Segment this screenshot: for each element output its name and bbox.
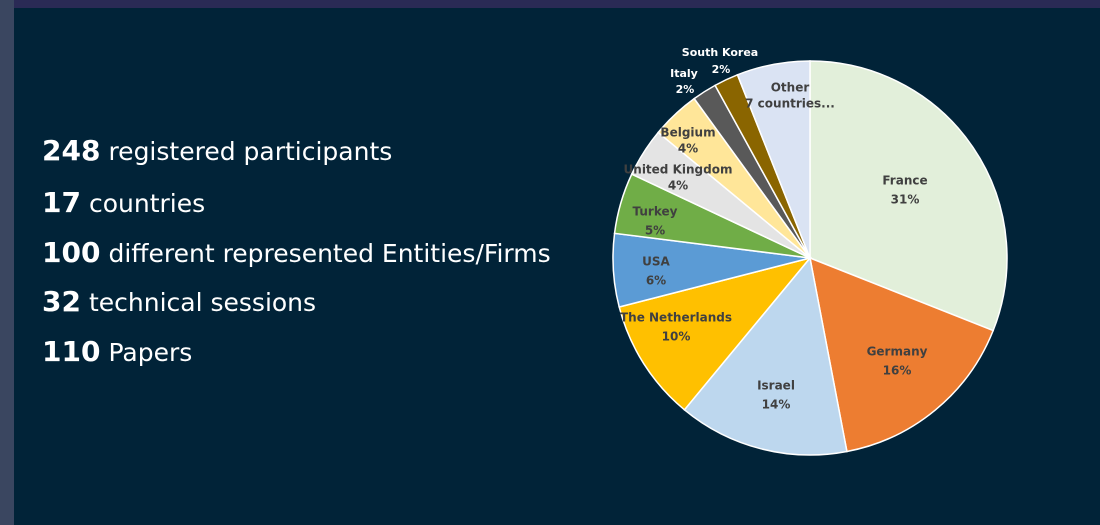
pie-slice (683, 256, 848, 456)
stat-line: 17 countries (42, 186, 205, 219)
photo-strip-top (0, 0, 1100, 8)
slice-value-label: 5% (645, 224, 665, 238)
stat-number: 32 (42, 285, 81, 318)
slice-value-label: 2% (712, 63, 731, 76)
stat-number: 17 (42, 186, 81, 219)
slice-value-label: 4% (668, 179, 688, 193)
pie-slice (809, 60, 1008, 332)
slice-value-label: 14% (762, 398, 791, 412)
slice-label: United Kingdom (624, 163, 733, 177)
stat-number: 248 (42, 134, 100, 167)
stat-line: 110 Papers (42, 335, 192, 368)
slice-label: France (882, 174, 927, 188)
slice-label: Germany (867, 345, 928, 359)
slice-label: Belgium (660, 126, 715, 140)
stat-text: technical sessions (89, 288, 316, 317)
slice-value-label: 16% (883, 364, 912, 378)
stat-text: countries (89, 189, 205, 218)
stats: 248 registered participants 17 countries 100… (42, 134, 551, 368)
stat-number: 100 (42, 236, 100, 269)
pie-slice (736, 60, 811, 259)
pie-slice (809, 256, 995, 453)
slice-label: South Korea (682, 46, 758, 59)
pie-slice (618, 256, 813, 411)
slice-label: Turkey (633, 205, 678, 219)
stat-number: 110 (42, 335, 100, 368)
pie-chart: France 31% Germany 16% Israel 14% The Netherla… (612, 46, 1008, 456)
slice-value-label: 31% (891, 193, 920, 207)
slice-annotation: 7 countries... (745, 97, 835, 111)
stat-text: registered participants (108, 137, 392, 166)
slice-value-label: 10% (662, 330, 691, 344)
slice-label: USA (642, 255, 670, 269)
slice-value-label: 6% (646, 274, 666, 288)
photo-strip-left (0, 0, 14, 525)
stat-line: 100 different represented Entities/Firms (42, 236, 551, 269)
slice-label: Italy (670, 67, 698, 80)
stat-line: 32 technical sessions (42, 285, 316, 318)
slice-label: The Netherlands (620, 311, 732, 325)
slice-value-label: 4% (678, 142, 698, 156)
stat-text: different represented Entities/Firms (108, 239, 550, 268)
slice-label: Other (771, 81, 810, 95)
stat-text: Papers (108, 338, 192, 367)
slice-label: Israel (757, 379, 795, 393)
stat-line: 248 registered participants (42, 134, 392, 167)
slice-value-label: 2% (676, 83, 695, 96)
